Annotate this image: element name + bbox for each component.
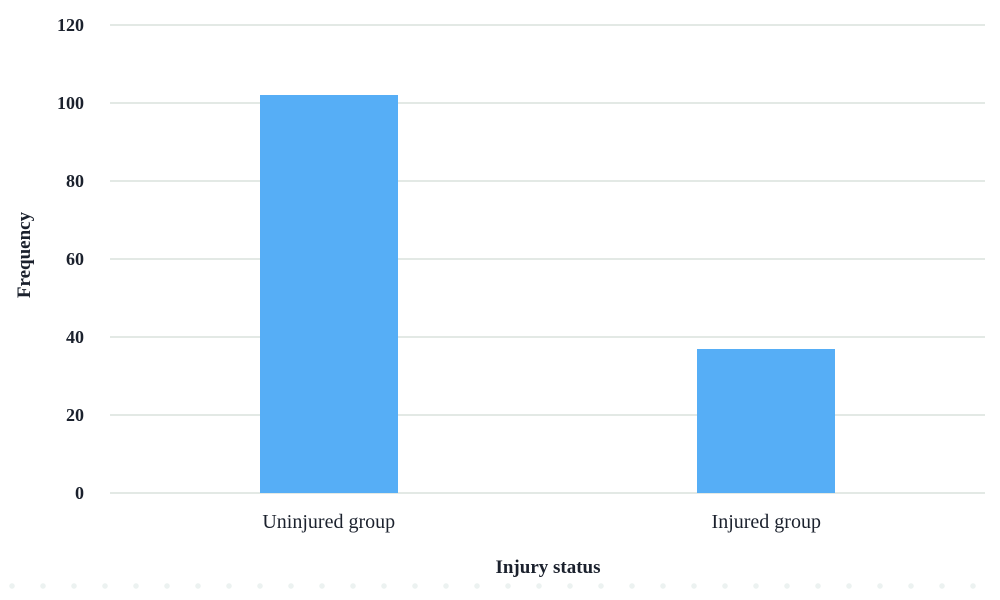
y-tick-label: 20 (66, 405, 84, 425)
gridline (110, 414, 985, 416)
y-tick-label: 100 (57, 93, 84, 113)
bar-injured-group (697, 348, 836, 493)
x-category-label-uninjured-group: Uninjured group (262, 511, 396, 533)
plot-area (110, 24, 985, 494)
gridline (110, 102, 985, 104)
y-tick-label: 120 (57, 15, 84, 35)
gridline (110, 336, 985, 338)
y-tick-label: 0 (75, 483, 84, 503)
bottom-dotted-border (8, 582, 992, 590)
bar-uninjured-group (259, 95, 398, 493)
x-category-label-injured-group: Injured group (711, 511, 821, 533)
gridline (110, 258, 985, 260)
y-tick-label: 40 (66, 327, 84, 347)
gridline (110, 180, 985, 182)
gridline (110, 24, 985, 26)
y-tick-label: 60 (66, 249, 84, 269)
y-tick-label: 80 (66, 171, 84, 191)
gridline (110, 492, 985, 494)
x-axis-title: Injury status (495, 557, 601, 578)
